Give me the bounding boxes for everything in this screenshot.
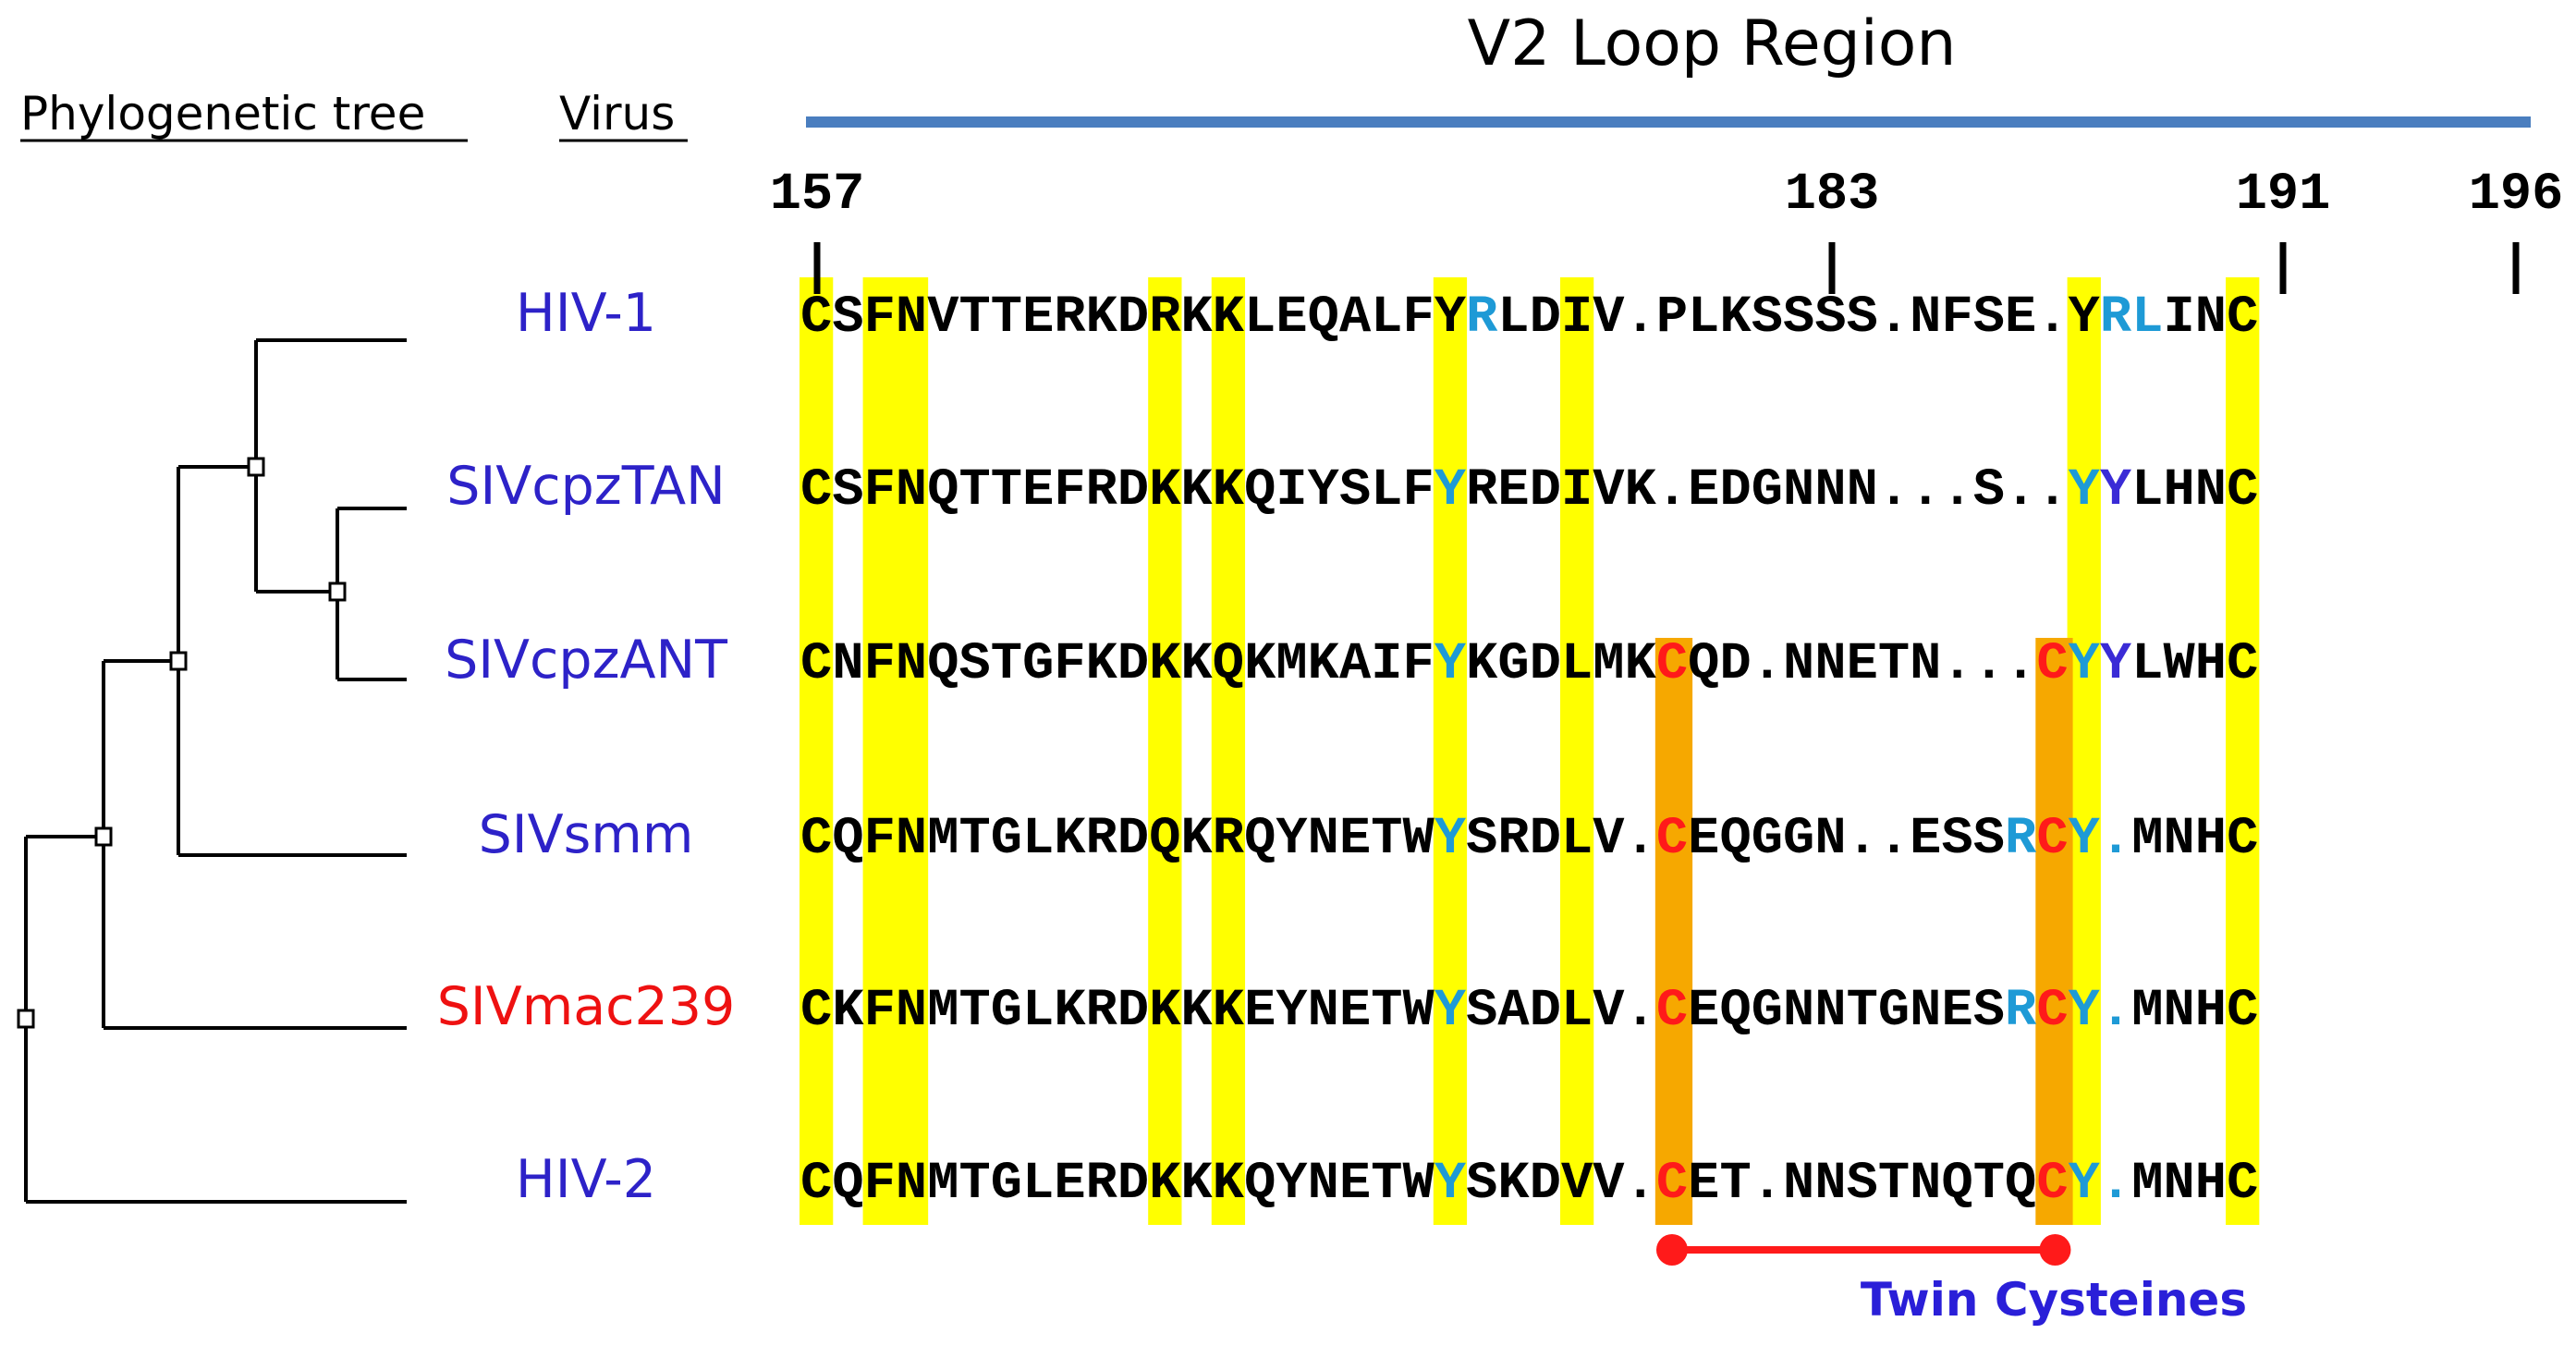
twin-cysteine-column-highlight — [2035, 638, 2073, 1225]
twin-cysteines-bracket — [1655, 1234, 2071, 1266]
virus-name: SIVsmm — [479, 804, 694, 865]
tree-node — [247, 457, 265, 477]
sequence-row: CQFNMTGLERDKKKQYNETWYSKDVV.CET.NNSTNQTQC… — [800, 1155, 2258, 1214]
twin-cysteines-dot — [1655, 1234, 1688, 1266]
virus-name: HIV-1 — [516, 283, 656, 344]
position-label-183: 183 — [1785, 165, 1880, 225]
sequence-row: CNFNQSTGFKDKKQKMKAIFYKGDLMKCQD.NNETN...C… — [800, 635, 2258, 694]
virus-name: HIV-2 — [516, 1149, 656, 1210]
conserved-column-highlight — [862, 277, 897, 1225]
sequence-row: CKFNMTGLKRDKKKEYNETWYSADLV.CEQGNNTGNESRC… — [800, 982, 2258, 1041]
virus-name: SIVcpzANT — [445, 630, 727, 691]
sequence-row: CSFNVTTERKDRKKLEQALFYRLDIV.PLKSSSS.NFSE.… — [800, 288, 2258, 348]
tree-header: Phylogenetic tree — [20, 87, 425, 141]
tree-node — [94, 826, 113, 847]
twin-cysteines-label: Twin Cysteines — [1861, 1273, 2247, 1327]
figure-title: V2 Loop Region — [1468, 7, 1957, 80]
alignment-rows: HIV-1 CSFNVTTERKDRKKLEQALFYRLDIV.PLKSSSS.… — [437, 283, 2259, 1214]
position-label-191: 191 — [2236, 165, 2331, 225]
sequence-row: CQFNMTGLKRDQKRQYNETWYSRDLV.CEQGGN..ESSRC… — [800, 810, 2258, 869]
twin-cysteine-column-highlight — [1654, 638, 1693, 1225]
position-markers: 157 183 191 196 — [770, 165, 2564, 294]
conserved-column-highlight — [800, 277, 834, 1225]
tree-node — [169, 651, 188, 671]
conservation-highlights — [800, 277, 2260, 1225]
tree-node — [17, 1009, 35, 1029]
conserved-column-highlight — [1559, 277, 1594, 1225]
phylogenetic-tree — [24, 338, 407, 1204]
sequence-row: CSFNQTTEFRDKKKQIYSLFYREDIVK.EDGNNN...S..… — [800, 461, 2258, 520]
tree-nodes — [17, 457, 347, 1029]
virus-name: SIVcpzTAN — [446, 456, 725, 517]
conserved-column-highlight — [1148, 277, 1182, 1225]
conserved-column-highlight — [894, 277, 929, 1225]
conserved-column-highlight — [2067, 277, 2101, 1225]
conserved-column-highlight — [1433, 277, 1468, 1225]
position-label-157: 157 — [770, 165, 865, 225]
conserved-column-highlight — [2226, 277, 2260, 1225]
position-label-196: 196 — [2469, 165, 2564, 225]
conserved-column-highlight — [1211, 277, 1246, 1225]
virus-header: Virus — [559, 87, 675, 141]
tree-node — [328, 581, 347, 602]
twin-cysteines-dot — [2039, 1234, 2071, 1266]
virus-name: SIVmac239 — [437, 976, 736, 1037]
